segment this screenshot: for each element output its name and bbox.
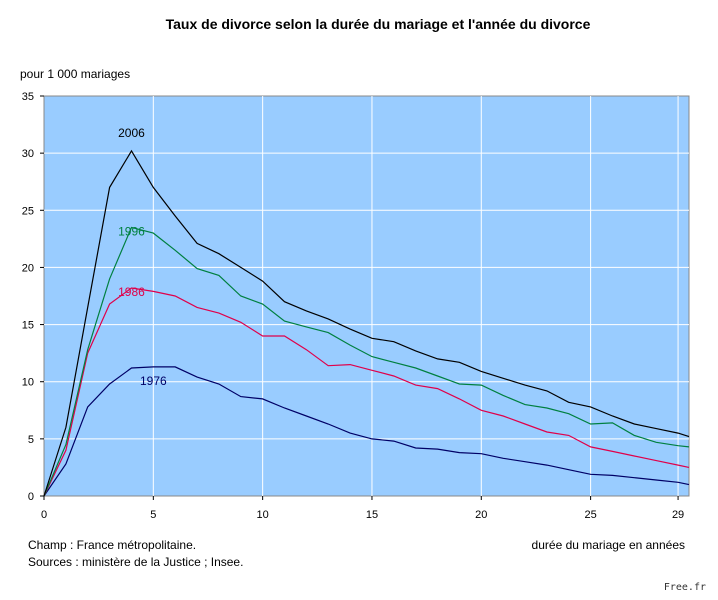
note-champ: Champ : France métropolitaine. [28, 538, 196, 552]
series-line-1986 [43, 287, 690, 497]
x-tick-label: 15 [366, 509, 378, 521]
series-line-1996 [43, 226, 690, 497]
y-tick-label: 20 [22, 262, 34, 274]
x-tick-label: 0 [41, 509, 47, 521]
series-label-2006: 2006 [118, 126, 145, 140]
x-axis-label: durée du mariage en années [532, 538, 685, 552]
x-tick-label: 10 [257, 509, 269, 521]
x-tick-label: 29 [672, 509, 684, 521]
note-sources: Sources : ministère de la Justice ; Inse… [28, 555, 243, 569]
series-lines [43, 149, 690, 497]
series-line-2006 [43, 149, 690, 497]
x-tick-label: 5 [150, 509, 156, 521]
y-tick-label: 25 [22, 205, 34, 217]
series-label-1996: 1996 [118, 224, 145, 238]
series-line-1976 [43, 366, 690, 497]
plot-area [43, 95, 690, 497]
series-labels: 1976 1986 1996 2006 [118, 126, 167, 388]
y-axis-label: pour 1 000 mariages [20, 67, 130, 81]
series-label-1976: 1976 [140, 374, 167, 388]
x-ticks: 0 5 10 15 20 25 29 [41, 496, 684, 521]
x-tick-label: 20 [475, 509, 487, 521]
y-tick-label: 10 [22, 377, 34, 389]
y-tick-label: 35 [22, 91, 34, 103]
y-tick-label: 30 [22, 148, 34, 160]
credit-text: Free.fr [664, 582, 706, 593]
series-label-1986: 1986 [118, 285, 145, 299]
y-tick-label: 0 [28, 491, 34, 503]
y-ticks: 0 5 10 15 20 25 30 35 [22, 91, 44, 503]
y-tick-label: 15 [22, 320, 34, 332]
y-tick-label: 5 [28, 434, 34, 446]
x-tick-label: 25 [584, 509, 596, 521]
chart-title: Taux de divorce selon la durée du mariag… [166, 16, 591, 32]
grid [44, 96, 689, 496]
